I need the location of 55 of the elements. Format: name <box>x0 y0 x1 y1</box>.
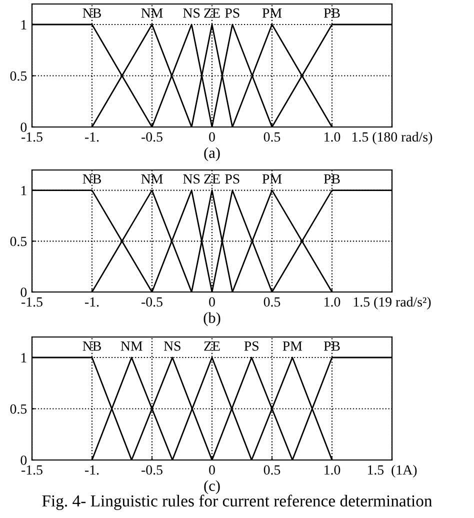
x-tick-label: -0.5 <box>142 132 162 142</box>
caption: Fig. 4- Linguistic rules for current reference determination <box>42 494 432 510</box>
x-tick-label: 1.5 (180 rad/s) <box>352 132 432 144</box>
x-tick-label: -1. <box>84 297 99 307</box>
x-tick-label: 1.5 (1A) <box>368 464 417 478</box>
x-tick-label: 0.5 <box>264 465 280 475</box>
series-label: PB <box>324 174 340 184</box>
x-tick-label: -1. <box>84 132 99 142</box>
series-label: ZE <box>204 174 220 184</box>
y-tick-label: 0.5 <box>10 71 27 81</box>
y-tick-label: 1 <box>21 353 26 362</box>
x-axis-title: (b) <box>204 312 220 326</box>
series-label: NB <box>82 8 101 18</box>
series-label: NS <box>183 174 200 184</box>
series-label: ZE <box>204 341 220 351</box>
x-axis-title: (a) <box>204 147 220 162</box>
series-label: PM <box>262 174 282 184</box>
series-label: PB <box>324 8 340 18</box>
x-tick-label: -1.5 <box>22 465 42 475</box>
series-label: NB <box>82 341 101 351</box>
x-tick-label: -1. <box>84 465 99 475</box>
y-tick-label: 0.5 <box>10 404 27 414</box>
x-tick-label: 1.0 <box>324 465 340 475</box>
x-tick-label: 0 <box>209 132 215 142</box>
series-label: NB <box>82 174 101 184</box>
x-tick-label: -1.5 <box>22 132 42 142</box>
series-label: ZE <box>204 8 220 18</box>
x-tick-label: 1.0 <box>324 297 340 307</box>
x-tick-label: 0.5 <box>264 132 280 142</box>
series-label: NM <box>141 174 163 184</box>
series-label: PM <box>282 341 302 351</box>
x-tick-label: -0.5 <box>142 465 162 475</box>
y-tick-label: 0 <box>20 122 27 132</box>
series-label: NS <box>164 341 180 351</box>
y-tick-label: 1 <box>21 20 26 30</box>
x-tick-label: 0.5 <box>264 297 280 307</box>
series-label: PS <box>225 174 240 184</box>
y-tick-label: 0.5 <box>10 236 27 246</box>
y-tick-label: 1 <box>21 186 26 196</box>
series-label: NS <box>183 8 200 18</box>
x-axis-title: (c) <box>204 480 220 494</box>
series-label: PS <box>225 8 240 18</box>
x-tick-label: 0 <box>209 465 215 475</box>
series-label: NM <box>141 8 163 18</box>
x-tick-label: 1.0 <box>324 132 340 142</box>
series-label: PB <box>324 341 340 351</box>
y-tick-label: 0 <box>20 456 27 465</box>
series-label: NM <box>120 341 142 351</box>
y-tick-label: 0 <box>20 288 27 297</box>
x-tick-label: -0.5 <box>142 297 162 307</box>
x-tick-label: 0 <box>209 297 215 307</box>
series-label: PS <box>244 341 258 351</box>
x-tick-label: -1.5 <box>22 297 42 307</box>
x-tick-label: 1.5 (19 rad/s²) <box>354 296 431 310</box>
series-label: PM <box>262 8 282 18</box>
